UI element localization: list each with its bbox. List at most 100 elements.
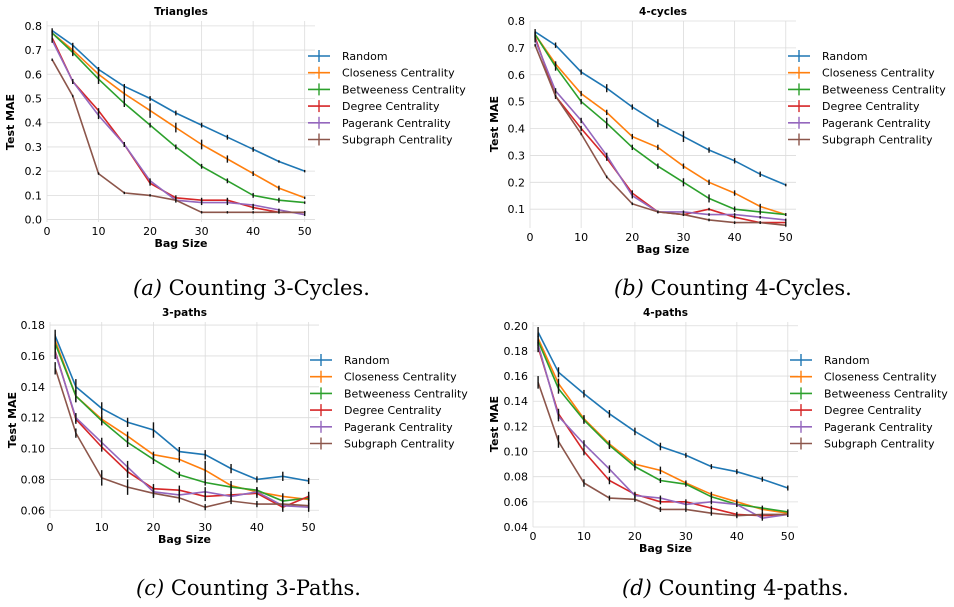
series-line: [54, 335, 309, 482]
legend-label: Betweeness Centrality: [342, 83, 466, 96]
legend-item-degree-centrality: Degree Centrality: [308, 100, 440, 113]
legend-item-random: Random: [310, 354, 390, 367]
legend-item-random: Random: [308, 50, 388, 63]
series-subgraph-centrality: [537, 376, 789, 519]
series-line: [54, 351, 310, 509]
y-tick-label: 0.5: [25, 92, 43, 105]
legend-label: Pagerank Centrality: [824, 421, 933, 434]
legend-item-betweeness-centrality: Betweeness Centrality: [788, 83, 946, 96]
legend-label: Random: [822, 50, 868, 63]
series-line: [534, 39, 786, 221]
caption-d: (d) Counting 4-paths.: [622, 576, 849, 600]
y-tick-label: 0.06: [504, 496, 529, 509]
series-line: [537, 346, 788, 517]
x-tick-label: 40: [246, 225, 260, 238]
x-tick-label: 10: [95, 521, 109, 534]
y-tick-label: 0.08: [504, 471, 529, 484]
x-tick-label: 20: [146, 521, 160, 534]
y-tick-label: 0.7: [25, 44, 43, 57]
x-tick-label: 10: [577, 530, 591, 543]
series-line: [51, 37, 305, 214]
series-closeness-centrality: [51, 30, 306, 199]
legend-label: Random: [344, 354, 390, 367]
y-tick-label: 0.20: [504, 320, 529, 333]
x-tick-label: 40: [728, 231, 742, 244]
legend-label: Betweeness Centrality: [824, 387, 948, 400]
y-tick-label: 0.7: [508, 42, 526, 55]
series-line: [537, 382, 788, 517]
x-tick-label: 40: [730, 530, 744, 543]
series-subgraph-centrality: [54, 362, 310, 511]
y-tick-label: 0.18: [21, 319, 46, 332]
legend-label: Degree Centrality: [824, 404, 922, 417]
legend-label: Degree Centrality: [344, 404, 442, 417]
x-tick-label: 0: [530, 530, 537, 543]
x-tick-label: 50: [781, 530, 795, 543]
series-subgraph-centrality: [51, 58, 306, 214]
legend-label: Closeness Centrality: [342, 67, 455, 80]
series-pagerank-centrality: [534, 37, 787, 222]
legend-item-pagerank-centrality: Pagerank Centrality: [790, 420, 933, 434]
x-axis-label: Bag Size: [154, 237, 207, 250]
series-line: [534, 36, 786, 224]
legend-item-degree-centrality: Degree Centrality: [310, 404, 442, 417]
x-tick-label: 20: [625, 231, 639, 244]
x-tick-label: 20: [628, 530, 642, 543]
series-line: [537, 337, 788, 514]
series-line: [534, 31, 787, 186]
legend-item-closeness-centrality: Closeness Centrality: [790, 370, 937, 384]
legend: Random Closeness Centrality Betweeness Cen…: [788, 50, 946, 147]
legend-item-betweeness-centrality: Betweeness Centrality: [310, 387, 468, 400]
x-tick-label: 30: [198, 521, 212, 534]
x-tick-label: 0: [47, 521, 54, 534]
x-tick-label: 50: [298, 225, 312, 238]
x-tick-label: 30: [676, 231, 690, 244]
legend-label: Subgraph Centrality: [822, 134, 933, 147]
series-closeness-centrality: [537, 333, 789, 516]
series-subgraph-centrality: [534, 43, 787, 227]
y-tick-label: 0.8: [25, 20, 43, 33]
y-tick-label: 0.1: [508, 203, 526, 216]
x-tick-label: 20: [143, 225, 157, 238]
x-tick-label: 30: [679, 530, 693, 543]
y-tick-label: 0.2: [508, 176, 526, 189]
y-tick-label: 0.14: [504, 395, 529, 408]
caption-c: (c) Counting 3-Paths.: [136, 576, 361, 600]
legend-item-subgraph-centrality: Subgraph Centrality: [788, 133, 933, 147]
legend-item-subgraph-centrality: Subgraph Centrality: [790, 437, 935, 451]
y-tick-label: 0.12: [504, 420, 529, 433]
legend-item-pagerank-centrality: Pagerank Centrality: [310, 420, 453, 434]
grid: [532, 322, 798, 528]
legend-item-subgraph-centrality: Subgraph Centrality: [310, 437, 455, 451]
legend-label: Closeness Centrality: [822, 67, 935, 80]
series-random: [534, 29, 787, 187]
y-tick-label: 0.12: [21, 412, 46, 425]
grid: [529, 20, 796, 228]
legend-item-pagerank-centrality: Pagerank Centrality: [308, 116, 451, 130]
x-tick-label: 10: [574, 231, 588, 244]
legend-item-subgraph-centrality: Subgraph Centrality: [308, 133, 453, 147]
series-pagerank-centrality: [51, 37, 306, 216]
y-tick-label: 0.14: [21, 381, 46, 394]
legend-label: Degree Centrality: [822, 100, 920, 113]
series-betweeness-centrality: [51, 30, 306, 204]
legend-item-betweeness-centrality: Betweeness Centrality: [790, 387, 948, 400]
series-line: [534, 44, 786, 227]
series-degree-centrality: [54, 345, 310, 512]
y-tick-label: 0.16: [504, 370, 529, 383]
legend: Random Closeness Centrality Betweeness Cen…: [790, 354, 948, 451]
caption-b: (b) Counting 4-Cycles.: [614, 276, 852, 300]
legend-item-closeness-centrality: Closeness Centrality: [788, 66, 935, 80]
chart-title: Triangles: [154, 6, 208, 18]
series-pagerank-centrality: [54, 346, 310, 512]
legend-label: Subgraph Centrality: [824, 438, 935, 451]
series-line: [51, 32, 305, 199]
legend-item-random: Random: [788, 50, 868, 63]
y-tick-label: 0.10: [504, 446, 529, 459]
series-degree-centrality: [537, 342, 789, 519]
y-axis-label: Test MAE: [4, 94, 17, 150]
chart-title: 3-paths: [162, 307, 207, 319]
legend: Random Closeness Centrality Betweeness Cen…: [310, 354, 468, 451]
legend-label: Betweeness Centrality: [822, 83, 946, 96]
